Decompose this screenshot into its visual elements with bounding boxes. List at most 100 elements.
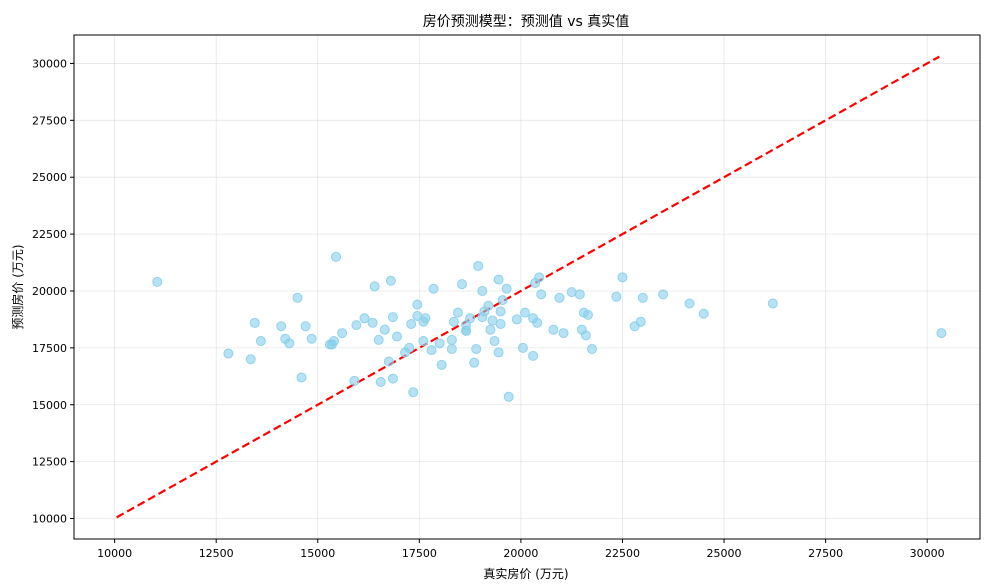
data-point-20 <box>367 317 378 328</box>
data-point-14 <box>329 336 340 347</box>
data-point-96 <box>767 298 778 309</box>
data-point-23 <box>375 376 386 387</box>
data-point-29 <box>391 331 402 342</box>
data-point-62 <box>493 347 504 358</box>
reference-line <box>116 55 940 519</box>
y-tick-label-2: 15000 <box>32 399 67 412</box>
data-point-88 <box>611 291 622 302</box>
data-point-18 <box>351 320 362 331</box>
data-point-34 <box>412 299 423 310</box>
data-point-79 <box>554 292 565 303</box>
data-point-91 <box>635 316 646 327</box>
data-point-43 <box>446 344 457 355</box>
data-point-75 <box>532 317 543 328</box>
data-point-63 <box>493 274 504 285</box>
x-axis-label: 真实房价 (万元) <box>483 566 568 581</box>
data-point-77 <box>536 289 547 300</box>
y-tick-label-0: 10000 <box>32 513 67 526</box>
data-point-97 <box>936 328 947 339</box>
y-tick-label-7: 27500 <box>32 114 67 127</box>
x-tick-label-5: 22500 <box>605 547 640 560</box>
plot-frame <box>73 34 981 540</box>
data-point-94 <box>684 298 695 309</box>
data-point-64 <box>495 306 506 317</box>
data-point-38 <box>420 313 431 324</box>
data-point-66 <box>497 295 508 306</box>
y-tick-label-4: 20000 <box>32 285 67 298</box>
data-point-70 <box>517 342 528 353</box>
x-tick-label-3: 17500 <box>402 547 437 560</box>
data-point-58 <box>483 300 494 311</box>
data-point-59 <box>485 324 496 335</box>
data-point-56 <box>477 285 488 296</box>
data-point-5 <box>276 321 287 332</box>
y-tick-label-3: 17500 <box>32 342 67 355</box>
chart-title: 房价预测模型：预测值 vs 真实值 <box>423 14 629 30</box>
data-point-19 <box>359 313 370 324</box>
x-axis-ticks: 10000 12500 15000 17500 20000 22500 25000 27500… <box>97 539 945 560</box>
data-point-16 <box>337 328 348 339</box>
data-point-80 <box>558 328 569 339</box>
data-point-9 <box>296 372 307 383</box>
data-point-24 <box>379 324 390 335</box>
data-point-28 <box>387 373 398 384</box>
y-tick-label-6: 25000 <box>32 171 67 184</box>
data-point-71 <box>519 307 530 318</box>
data-point-39 <box>426 345 437 356</box>
data-point-3 <box>249 317 260 328</box>
data-point-11 <box>306 333 317 344</box>
x-tick-label-6: 25000 <box>707 547 742 560</box>
data-point-86 <box>582 309 593 320</box>
data-point-69 <box>511 314 522 325</box>
data-point-81 <box>566 287 577 298</box>
data-point-26 <box>385 275 396 286</box>
y-tick-label-8: 30000 <box>32 57 67 70</box>
data-point-15 <box>331 251 342 262</box>
data-point-22 <box>373 334 384 345</box>
x-tick-label-0: 10000 <box>97 547 132 560</box>
data-point-76 <box>534 272 545 283</box>
data-point-2 <box>245 354 256 365</box>
data-point-17 <box>349 375 360 386</box>
reference-line-group <box>116 55 940 519</box>
data-point-31 <box>404 342 415 353</box>
data-point-51 <box>465 313 476 324</box>
data-point-27 <box>387 312 398 323</box>
data-point-41 <box>434 338 445 349</box>
data-point-45 <box>448 316 459 327</box>
data-point-33 <box>408 387 419 398</box>
y-tick-label-5: 22500 <box>32 228 67 241</box>
data-point-54 <box>473 260 484 271</box>
data-point-46 <box>452 307 463 318</box>
data-point-47 <box>456 279 467 290</box>
data-point-1 <box>223 348 234 359</box>
x-tick-label-8: 30000 <box>910 547 945 560</box>
data-point-67 <box>501 283 512 294</box>
data-point-53 <box>471 344 482 355</box>
data-point-4 <box>255 336 266 347</box>
data-point-93 <box>658 289 669 300</box>
data-point-0 <box>152 276 163 287</box>
x-tick-label-2: 15000 <box>300 547 335 560</box>
data-point-95 <box>698 308 709 319</box>
data-point-40 <box>428 283 439 294</box>
x-tick-label-1: 12500 <box>199 547 234 560</box>
data-point-8 <box>292 292 303 303</box>
data-point-82 <box>574 289 585 300</box>
data-point-65 <box>495 318 506 329</box>
data-point-36 <box>418 336 429 347</box>
data-point-44 <box>446 334 457 345</box>
data-point-21 <box>369 281 380 292</box>
data-point-42 <box>436 359 447 370</box>
data-point-72 <box>528 350 539 361</box>
data-points <box>152 251 947 402</box>
data-point-10 <box>300 321 311 332</box>
y-axis-ticks: 10000 12500 15000 17500 20000 22500 25000 27500… <box>32 57 74 526</box>
data-point-78 <box>548 324 559 335</box>
data-point-85 <box>580 330 591 341</box>
data-point-92 <box>637 292 648 303</box>
data-point-32 <box>406 318 417 329</box>
data-point-25 <box>383 356 394 367</box>
data-point-7 <box>284 338 295 349</box>
